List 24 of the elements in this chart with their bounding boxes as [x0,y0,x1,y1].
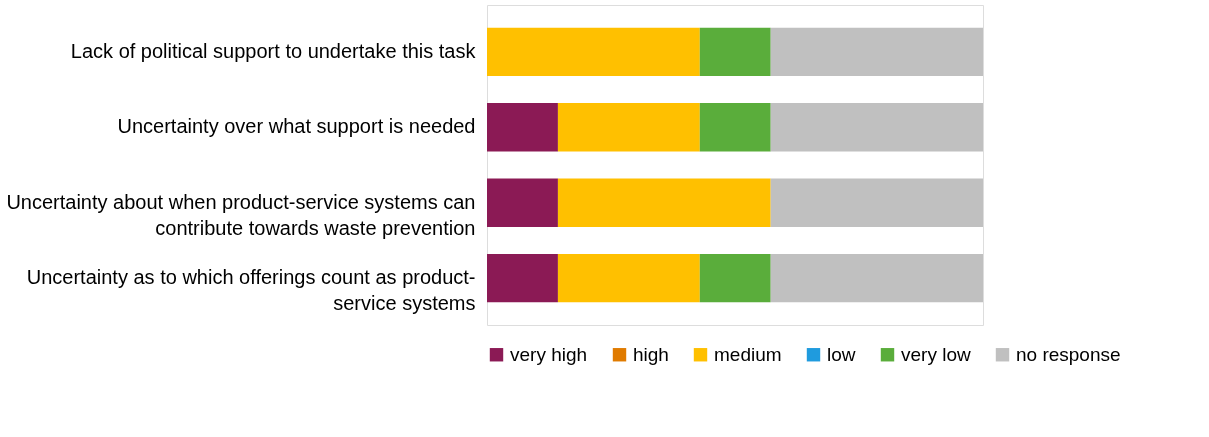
bar [487,27,700,76]
legend-label: medium [714,343,782,365]
bar [699,254,771,303]
legend-label: no response [1016,343,1121,365]
legend-label: high [633,343,669,365]
legend-label: very high [510,343,588,365]
y-tick-label: Uncertainty about when product-service systems can contribute towards waste prevention [6,190,476,239]
bar [487,103,558,152]
bar [487,254,558,303]
y-tick-label: Uncertainty over what support is needed [117,115,476,138]
bar [770,178,983,227]
bar [699,27,771,76]
bar [770,27,983,76]
bar [770,254,983,303]
bar [557,178,771,227]
bar [487,178,558,227]
y-tick-label: Lack of political support to undertake this task [70,39,477,62]
bar [699,103,771,152]
bar [557,254,700,303]
legend-label: low [827,343,856,365]
legend-label: very low [901,343,971,365]
y-tick-label: Uncertainty as to which offerings count as product-service systems [26,266,476,315]
bar [770,103,983,152]
bar [557,103,700,152]
